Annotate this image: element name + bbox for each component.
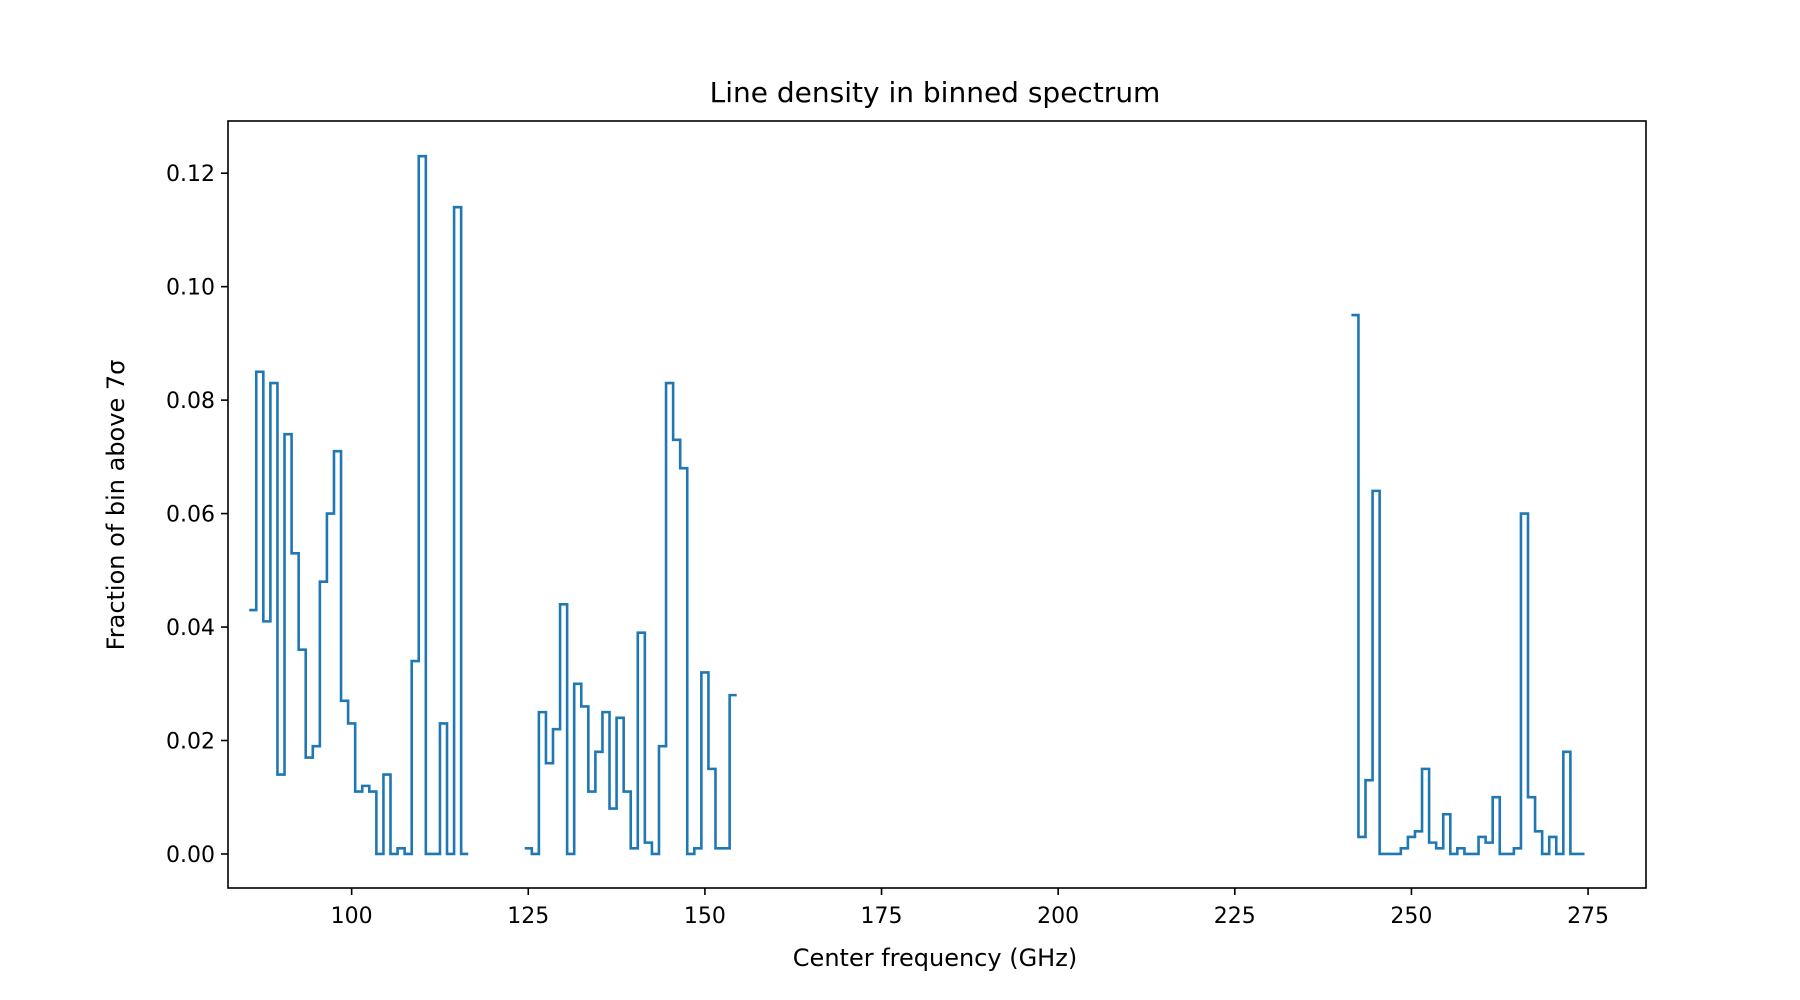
y-tick-label: 0.08 [166, 389, 215, 414]
y-tick-label: 0.00 [166, 843, 215, 868]
x-tick-label: 100 [331, 904, 373, 929]
x-tick-label: 275 [1567, 904, 1609, 929]
plot-frame [227, 120, 1647, 889]
x-tick-label: 175 [861, 904, 903, 929]
x-tick-label: 150 [684, 904, 726, 929]
y-tick-label: 0.06 [166, 503, 215, 528]
series-line-2 [524, 381, 737, 856]
series-line-1 [249, 154, 469, 856]
y-tick-label: 0.12 [166, 162, 215, 187]
y-tick-label: 0.02 [166, 730, 215, 755]
chart-title: Line density in binned spectrum [710, 76, 1161, 109]
x-axis-ticks: 100 125 150 175 200 225 250 275 [331, 888, 1609, 929]
x-axis-label: Center frequency (GHz) [793, 944, 1077, 972]
x-tick-label: 125 [507, 904, 549, 929]
x-tick-label: 250 [1390, 904, 1432, 929]
y-axis-ticks: 0.00 0.02 0.04 0.06 0.08 0.10 0.12 [166, 162, 228, 868]
x-tick-label: 225 [1214, 904, 1256, 929]
y-tick-label: 0.04 [166, 616, 215, 641]
y-axis-label: Fraction of bin above 7σ [102, 360, 130, 651]
series-line-3 [1351, 313, 1585, 856]
y-tick-label: 0.10 [166, 276, 215, 301]
plot-content [249, 154, 1585, 856]
x-tick-label: 200 [1037, 904, 1079, 929]
